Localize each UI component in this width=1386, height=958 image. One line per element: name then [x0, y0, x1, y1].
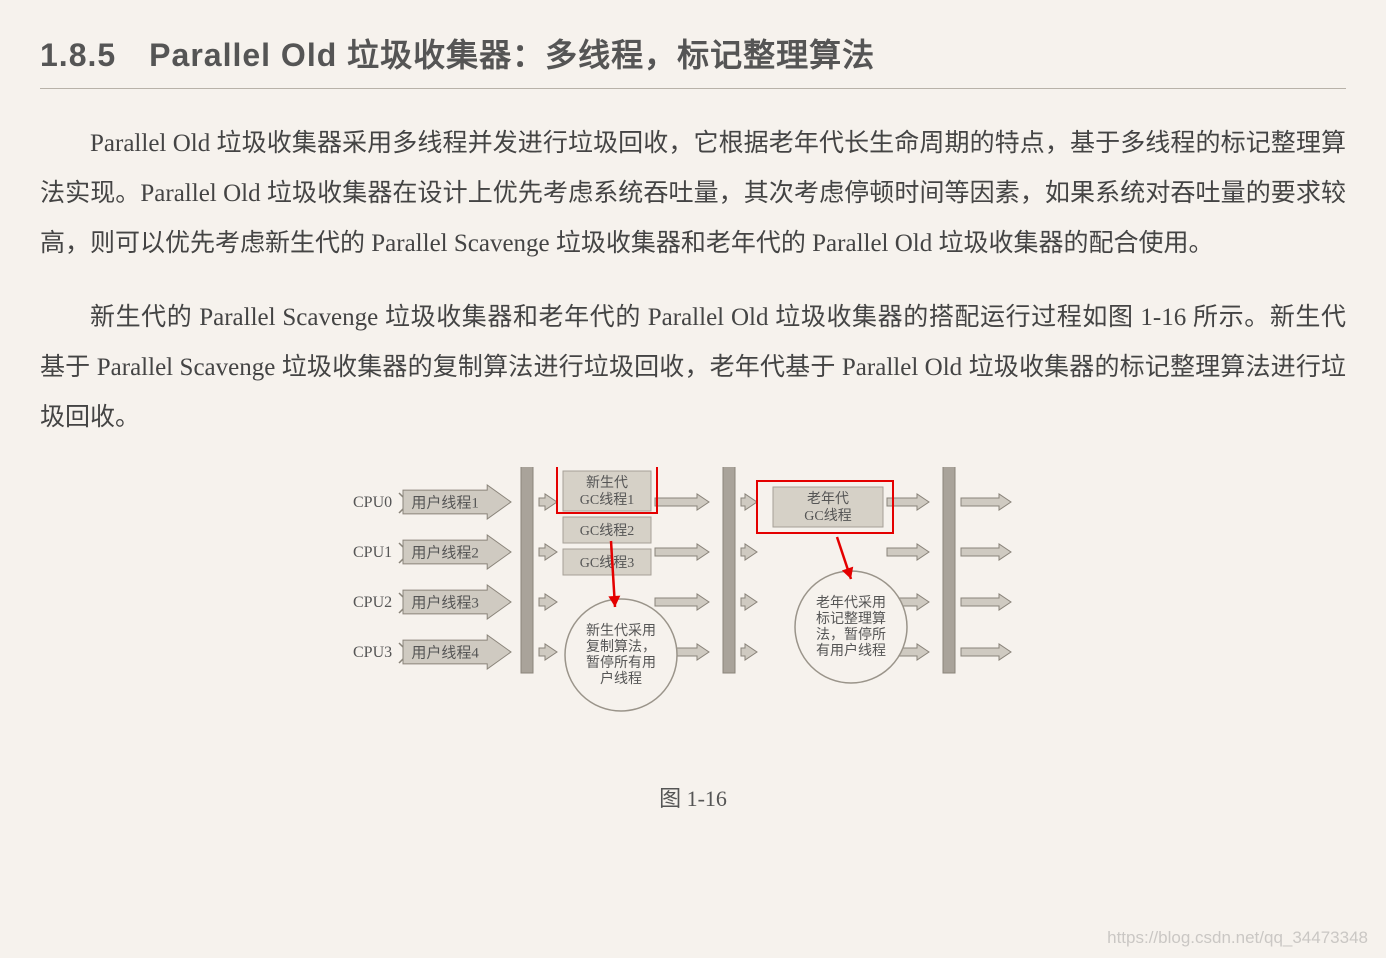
- figure-caption: 图 1-16: [40, 781, 1346, 813]
- paragraph-1: Parallel Old 垃圾收集器采用多线程并发进行垃圾回收，它根据老年代长生…: [40, 119, 1346, 269]
- svg-text:标记整理算: 标记整理算: [816, 611, 886, 627]
- svg-text:老年代采用: 老年代采用: [816, 595, 886, 611]
- gc-diagram: CPU0用户线程1CPU1用户线程2CPU2用户线程3CPU3用户线程4新生代G…: [353, 467, 1033, 767]
- svg-text:CPU0: CPU0: [353, 494, 392, 511]
- svg-text:新生代采用: 新生代采用: [586, 623, 656, 639]
- svg-text:CPU1: CPU1: [353, 544, 392, 561]
- svg-text:老年代: 老年代: [807, 491, 849, 507]
- svg-text:GC线程: GC线程: [804, 508, 851, 524]
- svg-text:CPU2: CPU2: [353, 594, 392, 611]
- svg-text:有用户线程: 有用户线程: [816, 642, 886, 659]
- svg-text:法，暂停所: 法，暂停所: [816, 626, 886, 643]
- svg-text:用户线程4: 用户线程4: [411, 644, 479, 661]
- svg-text:户线程: 户线程: [600, 670, 642, 687]
- svg-text:新生代: 新生代: [586, 475, 628, 491]
- watermark: https://blog.csdn.net/qq_34473348: [1107, 928, 1368, 948]
- svg-text:暂停所有用: 暂停所有用: [586, 654, 656, 671]
- svg-text:用户线程1: 用户线程1: [411, 494, 479, 511]
- svg-text:GC线程3: GC线程3: [580, 555, 634, 571]
- svg-text:用户线程2: 用户线程2: [411, 544, 479, 561]
- svg-text:CPU3: CPU3: [353, 644, 392, 661]
- svg-text:用户线程3: 用户线程3: [411, 594, 479, 611]
- paragraph-2: 新生代的 Parallel Scavenge 垃圾收集器和老年代的 Parall…: [40, 293, 1346, 443]
- section-heading: 1.8.5 Parallel Old 垃圾收集器：多线程，标记整理算法: [40, 30, 1346, 89]
- svg-text:复制算法，: 复制算法，: [586, 638, 656, 655]
- svg-text:GC线程1: GC线程1: [580, 492, 634, 508]
- figure-container: CPU0用户线程1CPU1用户线程2CPU2用户线程3CPU3用户线程4新生代G…: [40, 467, 1346, 767]
- svg-text:GC线程2: GC线程2: [580, 523, 634, 539]
